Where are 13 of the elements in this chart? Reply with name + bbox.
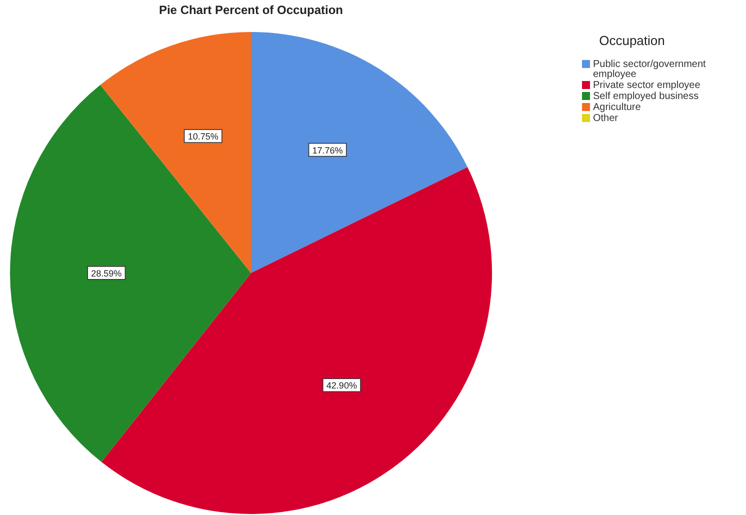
data-label: 42.90% [326,380,357,391]
data-label: 17.76% [312,145,343,156]
pie-slice [10,84,251,462]
legend-label: Self employed business [593,91,699,102]
legend-title: Occupation [599,33,665,48]
data-label: 10.75% [188,132,218,142]
pie-slice [251,32,468,273]
legend-label: Agriculture [593,102,642,113]
chart-title: Pie Chart Percent of Occupation [158,3,344,17]
legend-label: Public sector/government employee [593,59,706,80]
legend-label: Other [593,113,619,124]
data-label: 28.59% [91,268,122,278]
legend-label: Private sector employee [593,80,701,91]
